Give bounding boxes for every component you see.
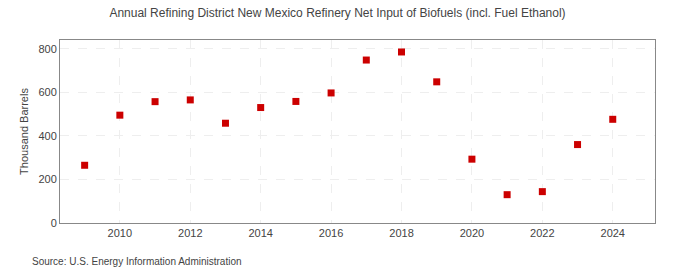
svg-text:2018: 2018 [389,227,413,239]
svg-text:200: 200 [38,173,56,185]
svg-text:600: 600 [38,86,56,98]
svg-text:0: 0 [51,217,57,229]
svg-text:2020: 2020 [460,227,484,239]
svg-text:Annual Refining District New M: Annual Refining District New Mexico Refi… [109,6,565,20]
svg-text:400: 400 [38,130,56,142]
svg-text:2010: 2010 [108,227,132,239]
svg-text:800: 800 [38,43,56,55]
svg-text:2016: 2016 [319,227,343,239]
svg-text:2012: 2012 [178,227,202,239]
svg-text:2024: 2024 [601,227,625,239]
svg-text:2022: 2022 [530,227,554,239]
svg-text:2014: 2014 [248,227,272,239]
svg-text:Thousand Barrels: Thousand Barrels [18,88,30,175]
svg-text:Source: U.S. Energy Informatio: Source: U.S. Energy Information Administ… [32,256,242,267]
